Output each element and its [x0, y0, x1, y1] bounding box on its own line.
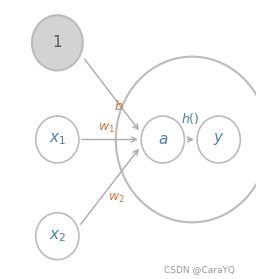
Text: $b$: $b$	[114, 99, 124, 113]
Text: $h()$: $h()$	[181, 111, 200, 126]
Text: CSDN @CaraYQ: CSDN @CaraYQ	[164, 265, 235, 274]
Circle shape	[32, 15, 83, 70]
Circle shape	[197, 116, 240, 163]
Text: 1: 1	[52, 35, 62, 50]
Circle shape	[141, 116, 185, 163]
Text: $w_2$: $w_2$	[108, 192, 125, 205]
Text: $w_1$: $w_1$	[98, 122, 115, 135]
Text: $a$: $a$	[158, 132, 168, 147]
Text: $y$: $y$	[213, 131, 225, 148]
Text: $x_1$: $x_1$	[49, 132, 66, 147]
Circle shape	[36, 116, 79, 163]
Text: $x_2$: $x_2$	[49, 228, 66, 244]
Circle shape	[36, 213, 79, 260]
Circle shape	[116, 57, 257, 222]
